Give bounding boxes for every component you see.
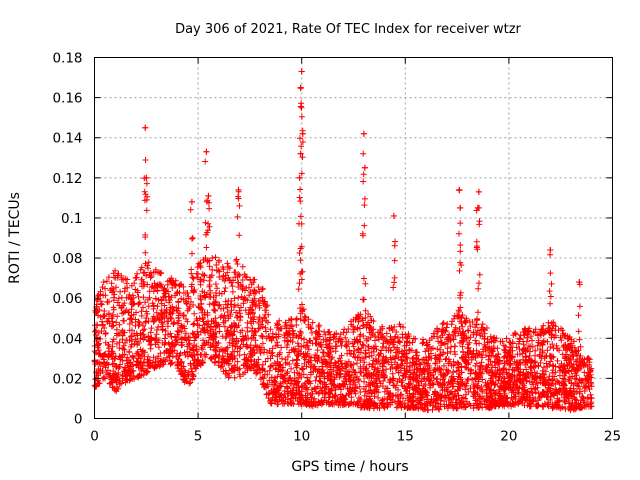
y-tick-label: 0.02 [52, 371, 82, 387]
peak-point-2 [203, 148, 210, 155]
axis-ticks: 0 5 10 15 20 25 0 0.02 0.04 0.06 0.08 0.1 0.12 0.14 0.… [52, 51, 621, 445]
x-tick-label: 20 [500, 429, 517, 445]
y-tick-label: 0.18 [52, 51, 82, 67]
y-tick-label: 0.06 [52, 291, 82, 307]
y-tick-label: 0.14 [52, 131, 82, 147]
y-tick-label: 0.08 [52, 251, 82, 267]
y-tick-label: 0 [74, 412, 83, 428]
peak-point-3 [205, 192, 212, 199]
chart-title: Day 306 of 2021, Rate Of TEC Index for r… [175, 22, 521, 37]
y-tick-label: 0.04 [52, 331, 82, 347]
peak-point-12 [361, 164, 368, 171]
y-axis-label: ROTI / TECUs [7, 192, 23, 284]
x-tick-label: 5 [194, 429, 203, 445]
x-tick-label: 0 [90, 429, 99, 445]
x-tick-label: 15 [397, 429, 414, 445]
peak-point-15 [475, 188, 482, 195]
peak-point-5 [188, 198, 195, 205]
peak-point-14 [457, 204, 464, 211]
plot-frame [94, 57, 613, 419]
y-tick-label: 0.12 [52, 171, 82, 187]
peak-point-7 [297, 84, 304, 91]
y-tick-label: 0.1 [61, 211, 82, 227]
peak-point-13 [456, 186, 463, 193]
peak-point-6 [298, 68, 305, 75]
y-tick-label: 0.16 [52, 91, 82, 107]
peak-point-11 [360, 130, 367, 137]
x-tick-label: 25 [604, 429, 621, 445]
peak-point-10 [296, 174, 303, 181]
data-points [91, 68, 595, 414]
peak-point-1 [143, 174, 150, 181]
peak-point-4 [235, 186, 242, 193]
peak-point-19 [576, 279, 583, 286]
peak-point-8 [299, 130, 306, 137]
x-tick-label: 10 [293, 429, 310, 445]
x-axis-label: GPS time / hours [291, 459, 408, 475]
roti-point-markers [91, 68, 595, 414]
peak-point-17 [390, 212, 397, 219]
peak-point-9 [297, 150, 304, 157]
peak-point-18 [547, 247, 554, 254]
peak-point-0 [142, 124, 149, 131]
peak-point-16 [474, 204, 481, 211]
